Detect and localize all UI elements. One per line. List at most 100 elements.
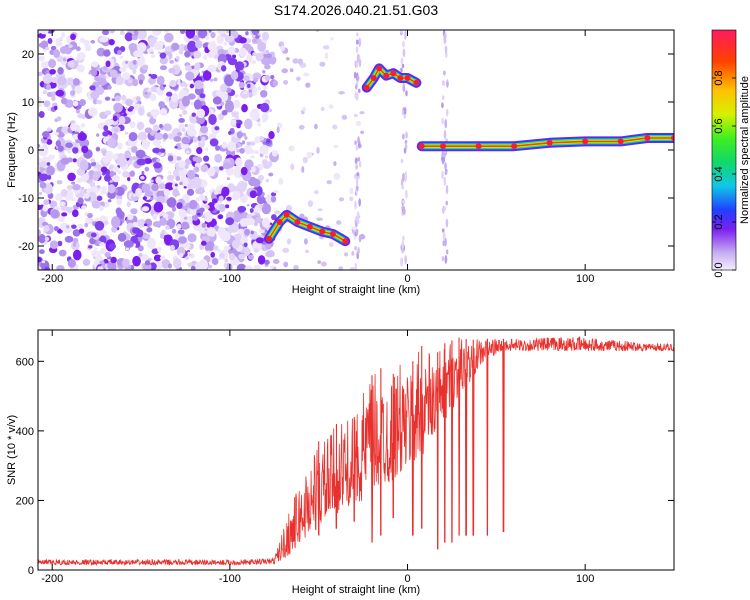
noise-blob — [261, 158, 268, 166]
snr-frame — [37, 329, 675, 571]
noise-blob — [181, 128, 186, 132]
noise-blob — [244, 136, 248, 140]
noise-blob — [113, 102, 123, 113]
noise-blob — [81, 145, 89, 154]
noise-blob — [122, 171, 130, 178]
streak-blob — [402, 85, 406, 93]
streak-blob — [358, 58, 362, 68]
noise-blob — [117, 155, 128, 168]
noise-blob — [90, 232, 97, 238]
noise-blob — [152, 139, 161, 147]
noise-blob — [177, 229, 185, 235]
noise-blob — [137, 131, 148, 141]
noise-blob — [38, 173, 49, 182]
noise-blob — [196, 108, 206, 119]
track-point — [404, 75, 411, 81]
noise-blob — [262, 70, 266, 74]
noise-blob — [153, 254, 162, 262]
noise-blob — [261, 120, 266, 123]
noise-blob — [150, 74, 158, 79]
noise-blob — [56, 116, 62, 122]
noise-blob — [220, 65, 227, 72]
noise-blob — [157, 51, 161, 54]
noise-blob — [239, 147, 245, 154]
noise-blob — [99, 250, 106, 255]
noise-blob — [178, 114, 183, 117]
noise-blob — [204, 245, 211, 251]
noise-blob — [138, 79, 144, 85]
noise-blob — [163, 84, 167, 88]
noise-blob — [333, 144, 339, 149]
streak-blob — [357, 88, 361, 94]
noise-blob — [224, 258, 229, 263]
noise-blob — [54, 105, 58, 110]
noise-blob — [107, 85, 112, 90]
noise-blob — [54, 131, 59, 136]
noise-blob — [207, 201, 216, 212]
noise-blob — [168, 170, 172, 175]
noise-blob — [104, 96, 111, 101]
noise-blob — [104, 174, 112, 182]
streak-blob — [358, 198, 361, 207]
noise-blob — [57, 66, 64, 75]
noise-blob — [191, 176, 202, 189]
noise-blob — [45, 46, 50, 50]
noise-blob — [99, 205, 104, 212]
noise-blob — [147, 88, 152, 93]
snr-x-tick-label: 100 — [576, 573, 594, 585]
noise-blob — [252, 72, 262, 80]
noise-blob — [301, 166, 305, 173]
noise-blob — [142, 232, 147, 236]
streak-blob — [355, 60, 359, 69]
noise-blob — [91, 61, 99, 68]
noise-blob — [57, 240, 63, 247]
noise-blob — [150, 51, 154, 55]
noise-blob — [163, 30, 169, 33]
noise-blob — [56, 265, 65, 270]
noise-blob — [77, 223, 84, 229]
streak-blob — [404, 171, 407, 181]
noise-blob — [136, 121, 145, 131]
noise-blob — [158, 183, 166, 190]
noise-blob — [257, 86, 261, 91]
track-point — [383, 72, 390, 79]
colorbar-tick-label: 0.6 — [713, 118, 725, 133]
noise-blob — [116, 142, 123, 150]
streak-blob — [357, 157, 361, 162]
noise-blob — [243, 91, 248, 95]
noise-blob — [214, 126, 220, 131]
noise-blob — [51, 91, 57, 97]
noise-blob — [261, 203, 272, 215]
streak-blob — [446, 81, 449, 88]
streak-blob — [353, 71, 357, 79]
noise-blob — [68, 44, 73, 48]
noise-blob — [75, 109, 80, 114]
noise-blob — [183, 186, 187, 189]
noise-blob — [219, 204, 226, 212]
noise-blob — [355, 121, 362, 127]
noise-blob — [72, 78, 80, 86]
noise-blob — [226, 177, 231, 180]
track-point — [644, 135, 651, 141]
noise-blob — [107, 199, 112, 203]
noise-blob — [258, 204, 263, 209]
noise-blob — [293, 265, 299, 270]
noise-blob — [132, 78, 139, 87]
noise-blob — [61, 32, 66, 38]
noise-blob — [199, 194, 206, 201]
noise-blob — [71, 209, 79, 218]
noise-blob — [62, 57, 67, 62]
noise-blob — [121, 101, 126, 105]
noise-blob — [59, 201, 66, 207]
noise-blob — [116, 210, 125, 220]
noise-blob — [227, 46, 236, 55]
noise-blob — [185, 243, 191, 249]
noise-blob — [76, 126, 82, 132]
noise-blob — [232, 210, 243, 223]
streak-blob — [400, 30, 403, 34]
noise-blob — [201, 136, 206, 142]
noise-blob — [272, 80, 279, 87]
noise-blob — [261, 57, 272, 66]
noise-blob — [119, 66, 127, 73]
